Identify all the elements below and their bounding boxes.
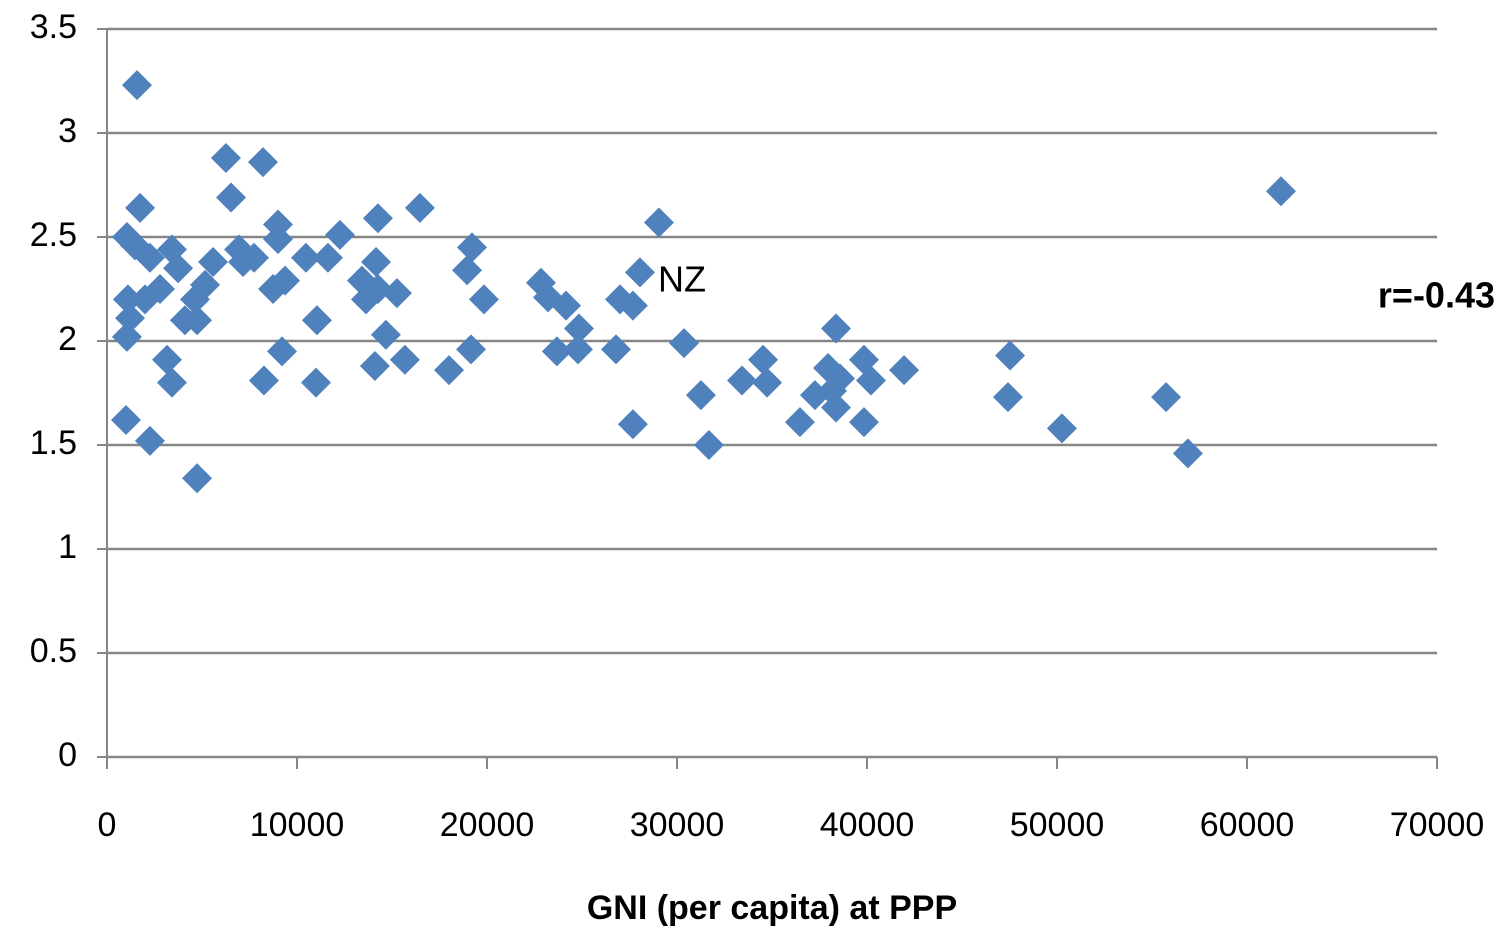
point <box>182 305 213 336</box>
point <box>263 224 293 255</box>
x-axis-title: GNI (per capita) at PPP <box>587 889 957 927</box>
point <box>821 313 852 344</box>
x-tick-label: 20000 <box>440 806 535 844</box>
x-tick-label: 60000 <box>1200 806 1295 844</box>
point <box>301 305 332 336</box>
x-tick-label: 10000 <box>250 806 345 844</box>
point <box>198 246 229 277</box>
y-tick-label: 3.5 <box>30 8 77 46</box>
point <box>601 334 632 365</box>
point <box>111 321 142 352</box>
annotation: NZ <box>658 259 706 300</box>
point <box>624 257 655 288</box>
point <box>145 274 176 304</box>
point <box>239 242 270 273</box>
point <box>362 203 393 234</box>
x-tick-label: 70000 <box>1390 806 1485 844</box>
point <box>685 380 716 411</box>
y-tick-label: 3 <box>58 112 77 150</box>
point <box>825 363 856 394</box>
point <box>216 182 247 213</box>
point <box>134 425 165 456</box>
point <box>669 328 700 359</box>
point <box>752 367 783 398</box>
x-tick-label: 30000 <box>630 806 725 844</box>
annotation: r=-0.43 <box>1378 275 1495 316</box>
point <box>563 313 594 344</box>
point <box>995 340 1026 371</box>
point <box>156 234 187 265</box>
point <box>324 219 355 250</box>
point <box>111 405 141 436</box>
point <box>848 407 879 438</box>
point <box>290 242 321 273</box>
point <box>541 336 572 367</box>
y-tick-label: 1.5 <box>30 424 77 462</box>
point <box>381 278 412 309</box>
point <box>190 269 221 300</box>
point <box>855 365 886 396</box>
point <box>456 232 487 263</box>
point <box>456 334 487 365</box>
point <box>125 192 156 223</box>
point <box>643 207 674 238</box>
point <box>248 365 279 396</box>
point <box>361 246 392 277</box>
point <box>134 242 165 273</box>
point <box>224 234 255 265</box>
point <box>693 430 724 460</box>
point <box>389 344 420 375</box>
x-tick-label: 40000 <box>820 806 915 844</box>
point <box>821 392 852 423</box>
point <box>404 192 435 223</box>
point <box>182 463 213 494</box>
point <box>992 382 1023 413</box>
y-tick-label: 2.5 <box>30 216 77 254</box>
point <box>247 147 278 178</box>
point <box>617 409 648 440</box>
y-tick-label: 0 <box>58 736 77 774</box>
x-tick-label: 0 <box>98 806 117 844</box>
point <box>748 344 779 375</box>
y-tick-label: 1 <box>58 528 77 566</box>
point <box>312 242 343 273</box>
point <box>1266 176 1297 207</box>
point <box>270 265 301 296</box>
point <box>1172 438 1203 469</box>
point <box>152 344 183 375</box>
point <box>563 334 594 365</box>
point <box>359 350 390 381</box>
point <box>163 253 194 284</box>
point <box>112 284 143 315</box>
x-tick-label: 50000 <box>1010 806 1105 844</box>
point <box>301 367 331 398</box>
point <box>784 407 815 438</box>
point <box>617 290 648 321</box>
point <box>726 365 757 396</box>
y-tick-label: 0.5 <box>30 632 77 670</box>
point <box>122 70 153 101</box>
point <box>889 355 920 386</box>
point <box>370 319 401 350</box>
point <box>434 355 464 386</box>
point <box>1046 413 1077 444</box>
point <box>551 290 582 321</box>
point <box>468 284 499 315</box>
point <box>1151 382 1182 413</box>
point <box>266 336 297 367</box>
point <box>156 367 187 398</box>
point <box>114 303 145 334</box>
y-tick-label: 2 <box>58 320 77 358</box>
point <box>210 142 241 173</box>
point <box>452 255 483 286</box>
